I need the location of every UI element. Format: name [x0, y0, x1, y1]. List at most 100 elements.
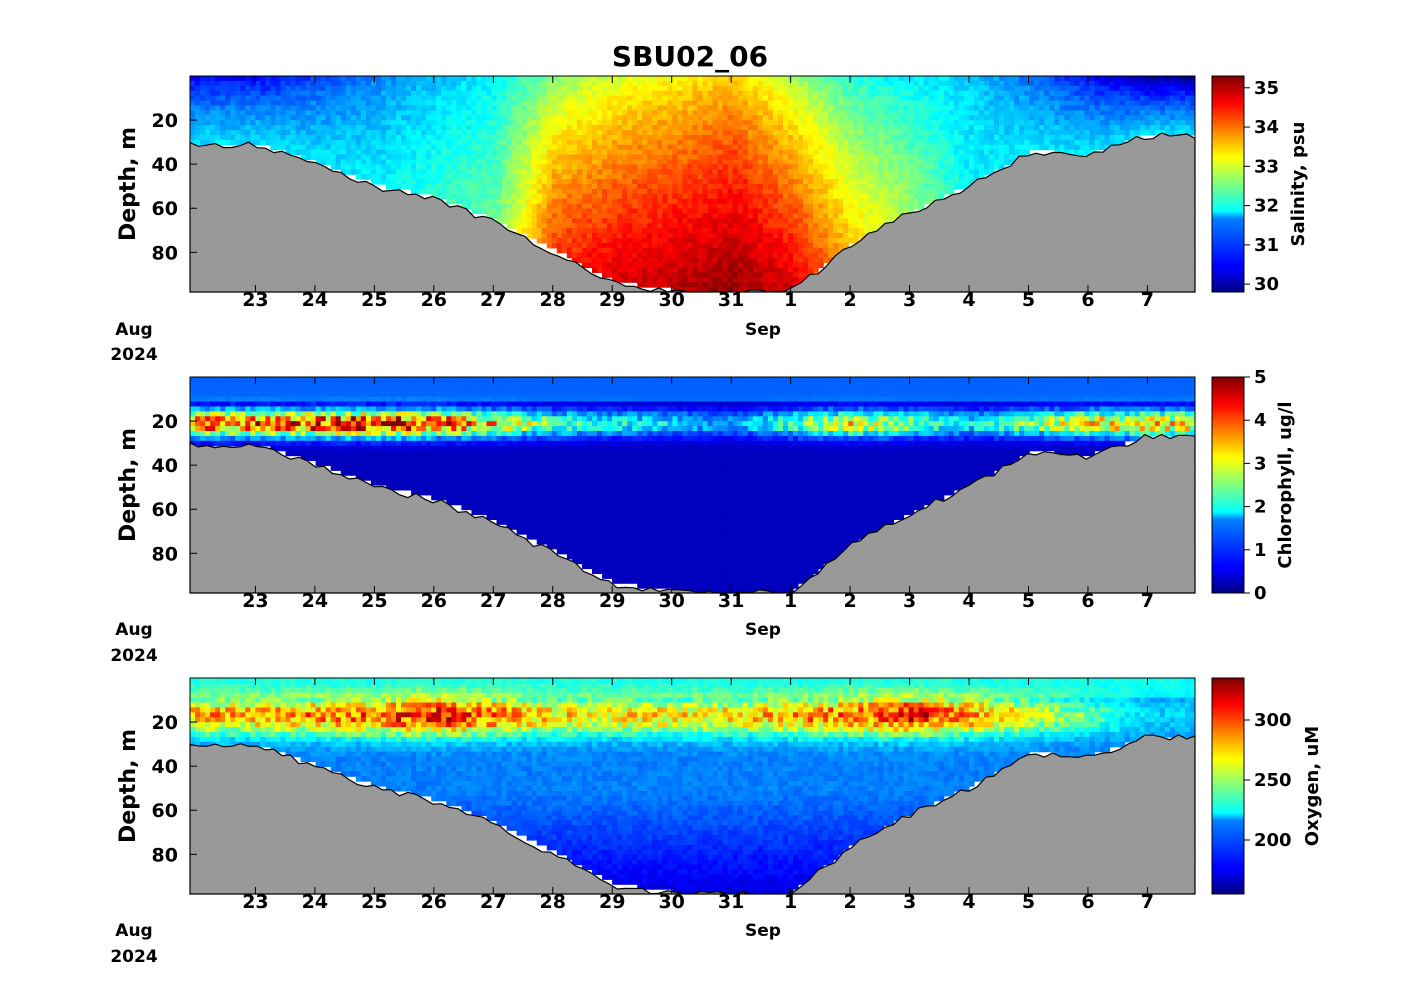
heatmap-cell — [451, 159, 457, 165]
heatmap-cell — [1019, 80, 1025, 87]
heatmap-cell — [486, 188, 493, 195]
heatmap-cell — [627, 95, 633, 102]
heatmap-cell — [933, 164, 940, 170]
heatmap-cell — [441, 174, 447, 180]
heatmap-cell — [421, 85, 427, 92]
heatmap-cell — [411, 76, 417, 82]
heatmap-cell — [622, 174, 628, 180]
heatmap-cell — [848, 115, 854, 121]
heatmap-cell — [491, 134, 498, 141]
heatmap-cell — [597, 193, 603, 200]
heatmap-cell — [772, 80, 779, 87]
heatmap-cell — [401, 115, 407, 121]
heatmap-cell — [632, 149, 638, 156]
heatmap-cell — [657, 174, 663, 180]
heatmap-cell — [556, 139, 563, 146]
heatmap-cell — [667, 159, 674, 165]
heatmap-cell — [858, 203, 864, 210]
heatmap-cell — [255, 105, 261, 111]
heatmap-cell — [375, 154, 382, 161]
heatmap-cell — [752, 188, 759, 195]
heatmap-cell — [883, 164, 890, 170]
heatmap-cell — [722, 120, 729, 126]
heatmap-cell — [1019, 130, 1025, 136]
heatmap-cell — [913, 154, 920, 161]
heatmap-cell — [576, 238, 583, 244]
heatmap-cell — [682, 208, 689, 215]
heatmap-cell — [375, 169, 382, 175]
heatmap-cell — [566, 130, 573, 136]
heatmap-cell — [586, 120, 593, 126]
heatmap-cell — [647, 130, 653, 136]
heatmap-cell — [767, 223, 774, 229]
heatmap-cell — [350, 80, 357, 87]
heatmap-cell — [762, 252, 769, 259]
heatmap-cell — [848, 203, 854, 210]
heatmap-cell — [813, 218, 819, 224]
heatmap-cell — [607, 203, 613, 210]
heatmap-cell — [863, 80, 869, 87]
heatmap-cell — [963, 130, 970, 136]
heatmap-cell — [521, 218, 528, 224]
heatmap-cell — [436, 134, 442, 141]
heatmap-cell — [938, 144, 945, 151]
heatmap-cell — [551, 110, 558, 116]
heatmap-cell — [411, 130, 417, 136]
heatmap-cell — [672, 213, 679, 219]
heatmap-cell — [757, 287, 764, 292]
heatmap-cell — [863, 184, 869, 190]
heatmap-cell — [677, 100, 684, 107]
heatmap-cell — [727, 193, 734, 200]
heatmap-cell — [722, 179, 729, 185]
heatmap-cell — [888, 100, 895, 107]
heatmap-cell — [762, 277, 769, 283]
heatmap-cell — [441, 100, 447, 107]
heatmap-cell — [607, 247, 613, 254]
heatmap-cell — [370, 115, 377, 121]
heatmap-cell — [838, 125, 844, 131]
heatmap-cell — [908, 144, 915, 151]
heatmap-cell — [913, 169, 920, 175]
heatmap-cell — [260, 130, 266, 136]
heatmap-cell — [647, 213, 653, 219]
heatmap-cell — [511, 169, 518, 175]
heatmap-cell — [978, 174, 985, 180]
heatmap-cell — [586, 174, 593, 180]
heatmap-cell — [1034, 85, 1040, 92]
heatmap-cell — [1039, 80, 1045, 87]
heatmap-cell — [868, 100, 875, 107]
heatmap-cell — [652, 144, 658, 151]
heatmap-cell — [466, 85, 473, 92]
heatmap-cell — [526, 149, 533, 156]
heatmap-cell — [707, 95, 714, 102]
heatmap-cell — [687, 208, 694, 215]
heatmap-cell — [913, 193, 920, 200]
heatmap-cell — [551, 120, 558, 126]
heatmap-cell — [581, 247, 588, 254]
heatmap-cell — [602, 80, 608, 87]
heatmap-cell — [677, 105, 684, 111]
heatmap-cell — [481, 90, 488, 97]
heatmap-cell — [401, 76, 407, 82]
heatmap-cell — [823, 213, 829, 219]
heatmap-cell — [556, 169, 563, 175]
heatmap-cell — [481, 208, 488, 215]
heatmap-cell — [958, 169, 965, 175]
heatmap-cell — [747, 85, 754, 92]
heatmap-cell — [571, 130, 578, 136]
heatmap-cell — [747, 277, 754, 283]
heatmap-cell — [682, 95, 689, 102]
heatmap-cell — [451, 85, 457, 92]
heatmap-cell — [999, 149, 1005, 156]
heatmap-cell — [883, 120, 890, 126]
heatmap-cell — [963, 144, 970, 151]
heatmap-cell — [406, 149, 412, 156]
heatmap-cell — [772, 242, 779, 249]
heatmap-cell — [717, 169, 724, 175]
heatmap-cell — [340, 85, 347, 92]
heatmap-cell — [883, 134, 890, 141]
heatmap-cell — [215, 85, 221, 92]
heatmap-cell — [933, 144, 940, 151]
heatmap-cell — [225, 125, 231, 131]
heatmap-cell — [813, 242, 819, 249]
